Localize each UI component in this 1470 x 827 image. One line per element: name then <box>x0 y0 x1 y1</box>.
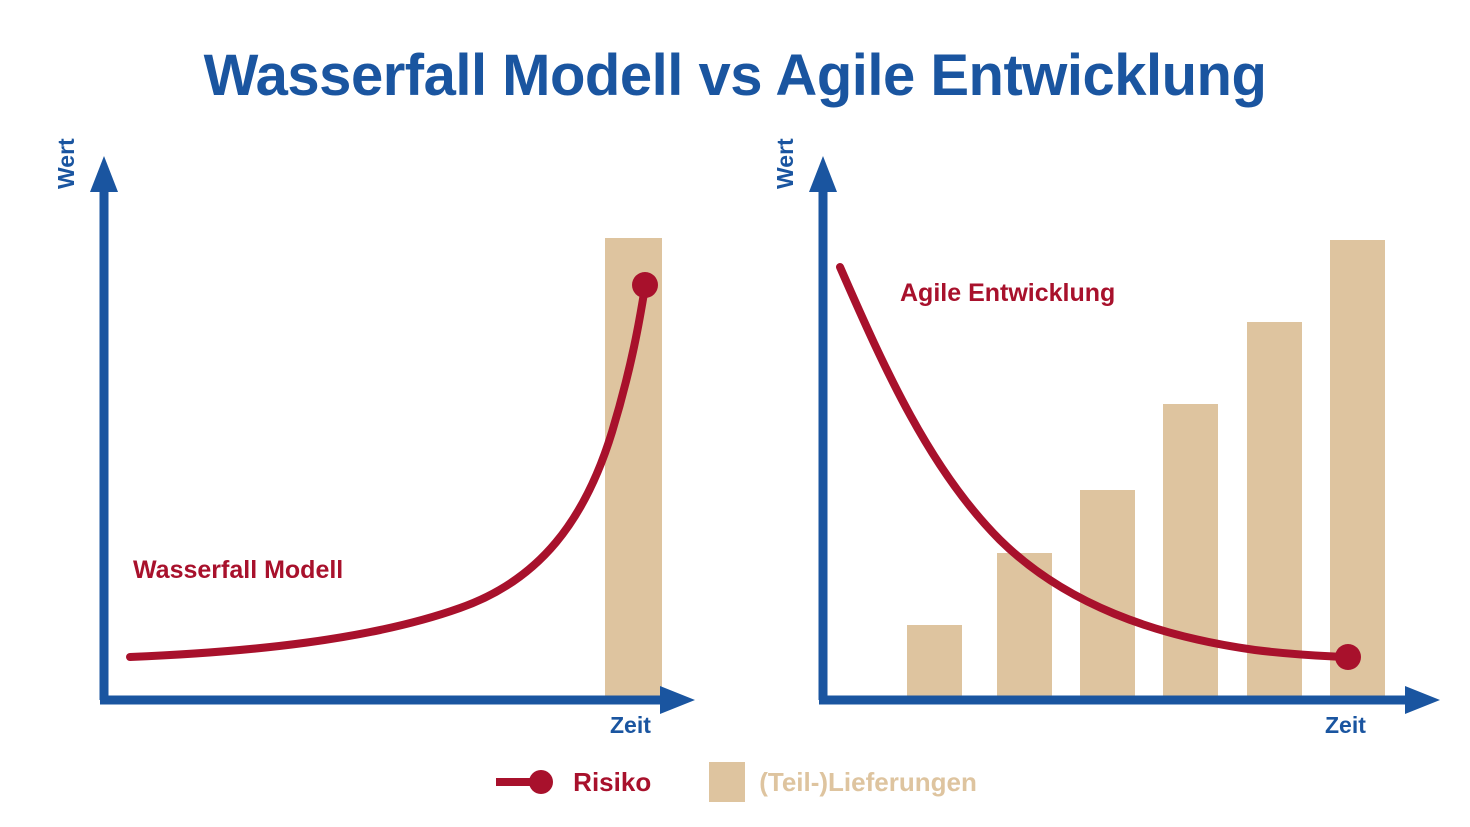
legend-label-lieferungen: (Teil-)Lieferungen <box>759 766 977 797</box>
series-label-agile: Agile Entwicklung <box>900 279 1116 307</box>
agile-chart-svg <box>809 156 1440 714</box>
x-axis-arrowhead-agile <box>1405 686 1440 714</box>
page-title: Wasserfall Modell vs Agile Entwicklung <box>203 43 1267 108</box>
bar-agile-delivery-4 <box>1163 404 1218 700</box>
risk-curve-waterfall <box>126 283 649 661</box>
risk-endpoint-marker-waterfall <box>632 272 658 298</box>
risk-endpoint-marker-agile <box>1335 644 1361 670</box>
bar-agile-delivery-1 <box>907 625 962 700</box>
x-axis-label-agile: Zeit <box>1325 712 1366 738</box>
line-dot-icon <box>496 770 554 794</box>
y-axis-label-waterfall: Wert <box>53 138 79 189</box>
series-label-waterfall: Wasserfall Modell <box>133 556 344 584</box>
x-axis-label-waterfall: Zeit <box>610 712 651 738</box>
x-axis-arrowhead-waterfall <box>660 686 695 714</box>
bar-agile-delivery-6 <box>1330 240 1385 700</box>
y-axis-label-agile: Wert <box>772 138 798 189</box>
legend-item-risiko: Risiko <box>493 767 651 798</box>
square-swatch-icon <box>709 762 746 802</box>
bar-agile-delivery-5 <box>1247 322 1302 700</box>
y-axis-arrowhead-agile <box>809 156 837 192</box>
risk-curve-agile <box>836 263 1347 661</box>
bar-waterfall-delivery-1 <box>605 238 662 700</box>
chart-panel-agile: Wert Zeit Agile Entwicklung <box>735 0 1470 827</box>
legend-label-risiko: Risiko <box>573 766 652 797</box>
bar-agile-delivery-3 <box>1080 490 1135 700</box>
chart-panel-waterfall: Wert Zeit Wasserfall Modell <box>53 138 695 738</box>
legend-item-lieferungen: (Teil-)Lieferungen <box>709 762 977 802</box>
waterfall-chart-svg <box>90 156 695 714</box>
y-axis-arrowhead-waterfall <box>90 156 118 192</box>
chart-legend: Risiko (Teil-)Lieferungen <box>0 762 1470 802</box>
